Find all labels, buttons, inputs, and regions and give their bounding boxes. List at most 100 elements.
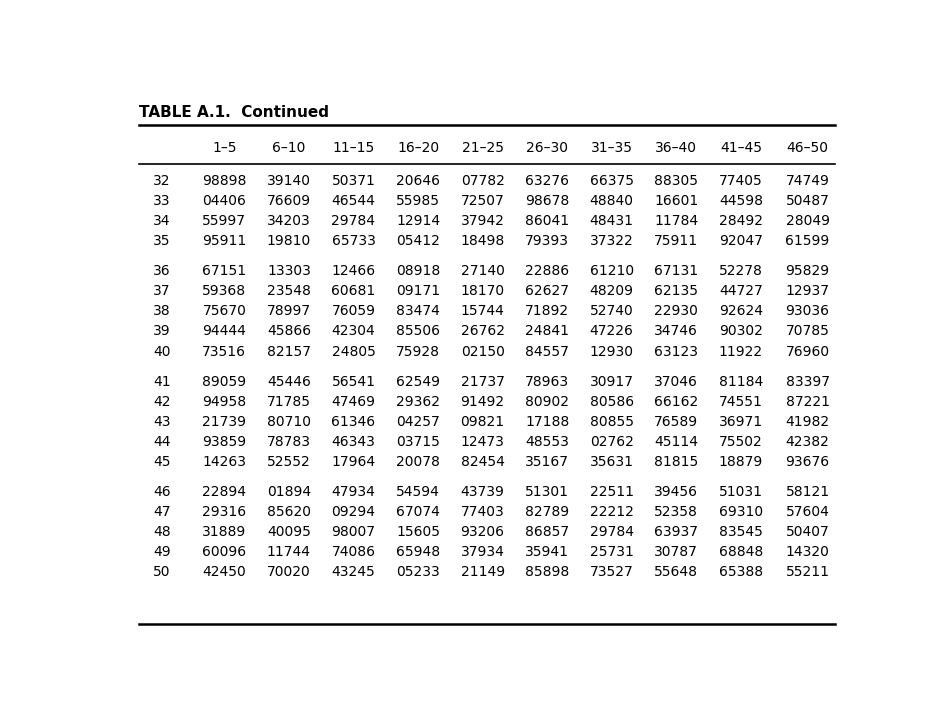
Text: 41: 41 — [154, 375, 170, 388]
Text: 35167: 35167 — [525, 455, 569, 469]
Text: 05412: 05412 — [396, 235, 440, 248]
Text: 24805: 24805 — [331, 345, 375, 358]
Text: 18879: 18879 — [719, 455, 763, 469]
Text: 58121: 58121 — [785, 485, 829, 499]
Text: 14263: 14263 — [202, 455, 246, 469]
Text: 04257: 04257 — [396, 415, 440, 429]
Text: 09294: 09294 — [331, 505, 375, 519]
Text: 44598: 44598 — [719, 194, 763, 208]
Text: 25731: 25731 — [590, 546, 634, 559]
Text: 83397: 83397 — [785, 375, 829, 388]
Text: 61346: 61346 — [331, 415, 375, 429]
Text: 81815: 81815 — [654, 455, 698, 469]
Text: 54594: 54594 — [396, 485, 440, 499]
Text: 35941: 35941 — [525, 546, 569, 559]
Text: 28492: 28492 — [719, 214, 763, 228]
Text: 01894: 01894 — [267, 485, 311, 499]
Text: 41–45: 41–45 — [720, 141, 762, 155]
Text: 59368: 59368 — [202, 285, 246, 298]
Text: 18170: 18170 — [461, 285, 505, 298]
Text: 56541: 56541 — [331, 375, 375, 388]
Text: 21149: 21149 — [461, 566, 505, 579]
Text: 47934: 47934 — [331, 485, 375, 499]
Text: 65733: 65733 — [331, 235, 375, 248]
Text: 28049: 28049 — [785, 214, 829, 228]
Text: 37322: 37322 — [590, 235, 634, 248]
Text: 30787: 30787 — [654, 546, 698, 559]
Text: 72507: 72507 — [461, 194, 505, 208]
Text: 82157: 82157 — [267, 345, 311, 358]
Text: 43: 43 — [154, 415, 170, 429]
Text: 20078: 20078 — [396, 455, 440, 469]
Text: 02150: 02150 — [461, 345, 505, 358]
Text: 86857: 86857 — [525, 525, 569, 539]
Text: 46343: 46343 — [331, 435, 375, 449]
Text: 36–40: 36–40 — [655, 141, 697, 155]
Text: 74086: 74086 — [331, 546, 375, 559]
Text: 46–50: 46–50 — [786, 141, 828, 155]
Text: 84557: 84557 — [525, 345, 569, 358]
Text: 33: 33 — [154, 194, 170, 208]
Text: 81184: 81184 — [719, 375, 763, 388]
Text: 69310: 69310 — [719, 505, 763, 519]
Text: 95829: 95829 — [785, 264, 829, 278]
Text: 09821: 09821 — [461, 415, 505, 429]
Text: 37934: 37934 — [461, 546, 505, 559]
Text: 48209: 48209 — [590, 285, 634, 298]
Text: 76589: 76589 — [654, 415, 698, 429]
Text: 68848: 68848 — [719, 546, 763, 559]
Text: 66375: 66375 — [590, 174, 634, 188]
Text: 50407: 50407 — [785, 525, 829, 539]
Text: 45: 45 — [154, 455, 170, 469]
Text: 77403: 77403 — [461, 505, 505, 519]
Text: 43739: 43739 — [461, 485, 505, 499]
Text: 12473: 12473 — [461, 435, 505, 449]
Text: 60096: 60096 — [202, 546, 246, 559]
Text: 17964: 17964 — [331, 455, 375, 469]
Text: 85898: 85898 — [525, 566, 569, 579]
Text: 75502: 75502 — [719, 435, 763, 449]
Text: 42: 42 — [154, 395, 170, 409]
Text: 08918: 08918 — [396, 264, 440, 278]
Text: 41982: 41982 — [785, 415, 829, 429]
Text: 36971: 36971 — [719, 415, 763, 429]
Text: 65388: 65388 — [719, 566, 763, 579]
Text: 79393: 79393 — [525, 235, 569, 248]
Text: 22212: 22212 — [590, 505, 634, 519]
Text: 46: 46 — [154, 485, 170, 499]
Text: 78997: 78997 — [267, 305, 311, 318]
Text: 50: 50 — [154, 566, 170, 579]
Text: 44: 44 — [154, 435, 170, 449]
Text: 42450: 42450 — [202, 566, 246, 579]
Text: 22894: 22894 — [202, 485, 246, 499]
Text: 93206: 93206 — [461, 525, 505, 539]
Text: 61599: 61599 — [785, 235, 829, 248]
Text: 67151: 67151 — [202, 264, 246, 278]
Text: 15744: 15744 — [461, 305, 505, 318]
Text: 48553: 48553 — [525, 435, 569, 449]
Text: 67131: 67131 — [654, 264, 698, 278]
Text: 98007: 98007 — [331, 525, 375, 539]
Text: 45866: 45866 — [267, 325, 311, 338]
Text: 11–15: 11–15 — [332, 141, 374, 155]
Text: 75670: 75670 — [202, 305, 246, 318]
Text: 39: 39 — [154, 325, 170, 338]
Text: 55211: 55211 — [785, 566, 829, 579]
Text: 83474: 83474 — [396, 305, 440, 318]
Text: 29784: 29784 — [331, 214, 375, 228]
Text: 22886: 22886 — [525, 264, 569, 278]
Text: 77405: 77405 — [719, 174, 763, 188]
Text: 55985: 55985 — [396, 194, 440, 208]
Text: 47226: 47226 — [590, 325, 634, 338]
Text: 75911: 75911 — [654, 235, 698, 248]
Text: 19810: 19810 — [267, 235, 311, 248]
Text: 22930: 22930 — [654, 305, 698, 318]
Text: 75928: 75928 — [396, 345, 440, 358]
Text: 12937: 12937 — [785, 285, 829, 298]
Text: 12466: 12466 — [331, 264, 375, 278]
Text: 70020: 70020 — [267, 566, 311, 579]
Text: 29784: 29784 — [590, 525, 634, 539]
Text: 63123: 63123 — [654, 345, 698, 358]
Text: 85506: 85506 — [396, 325, 440, 338]
Text: 92047: 92047 — [719, 235, 763, 248]
